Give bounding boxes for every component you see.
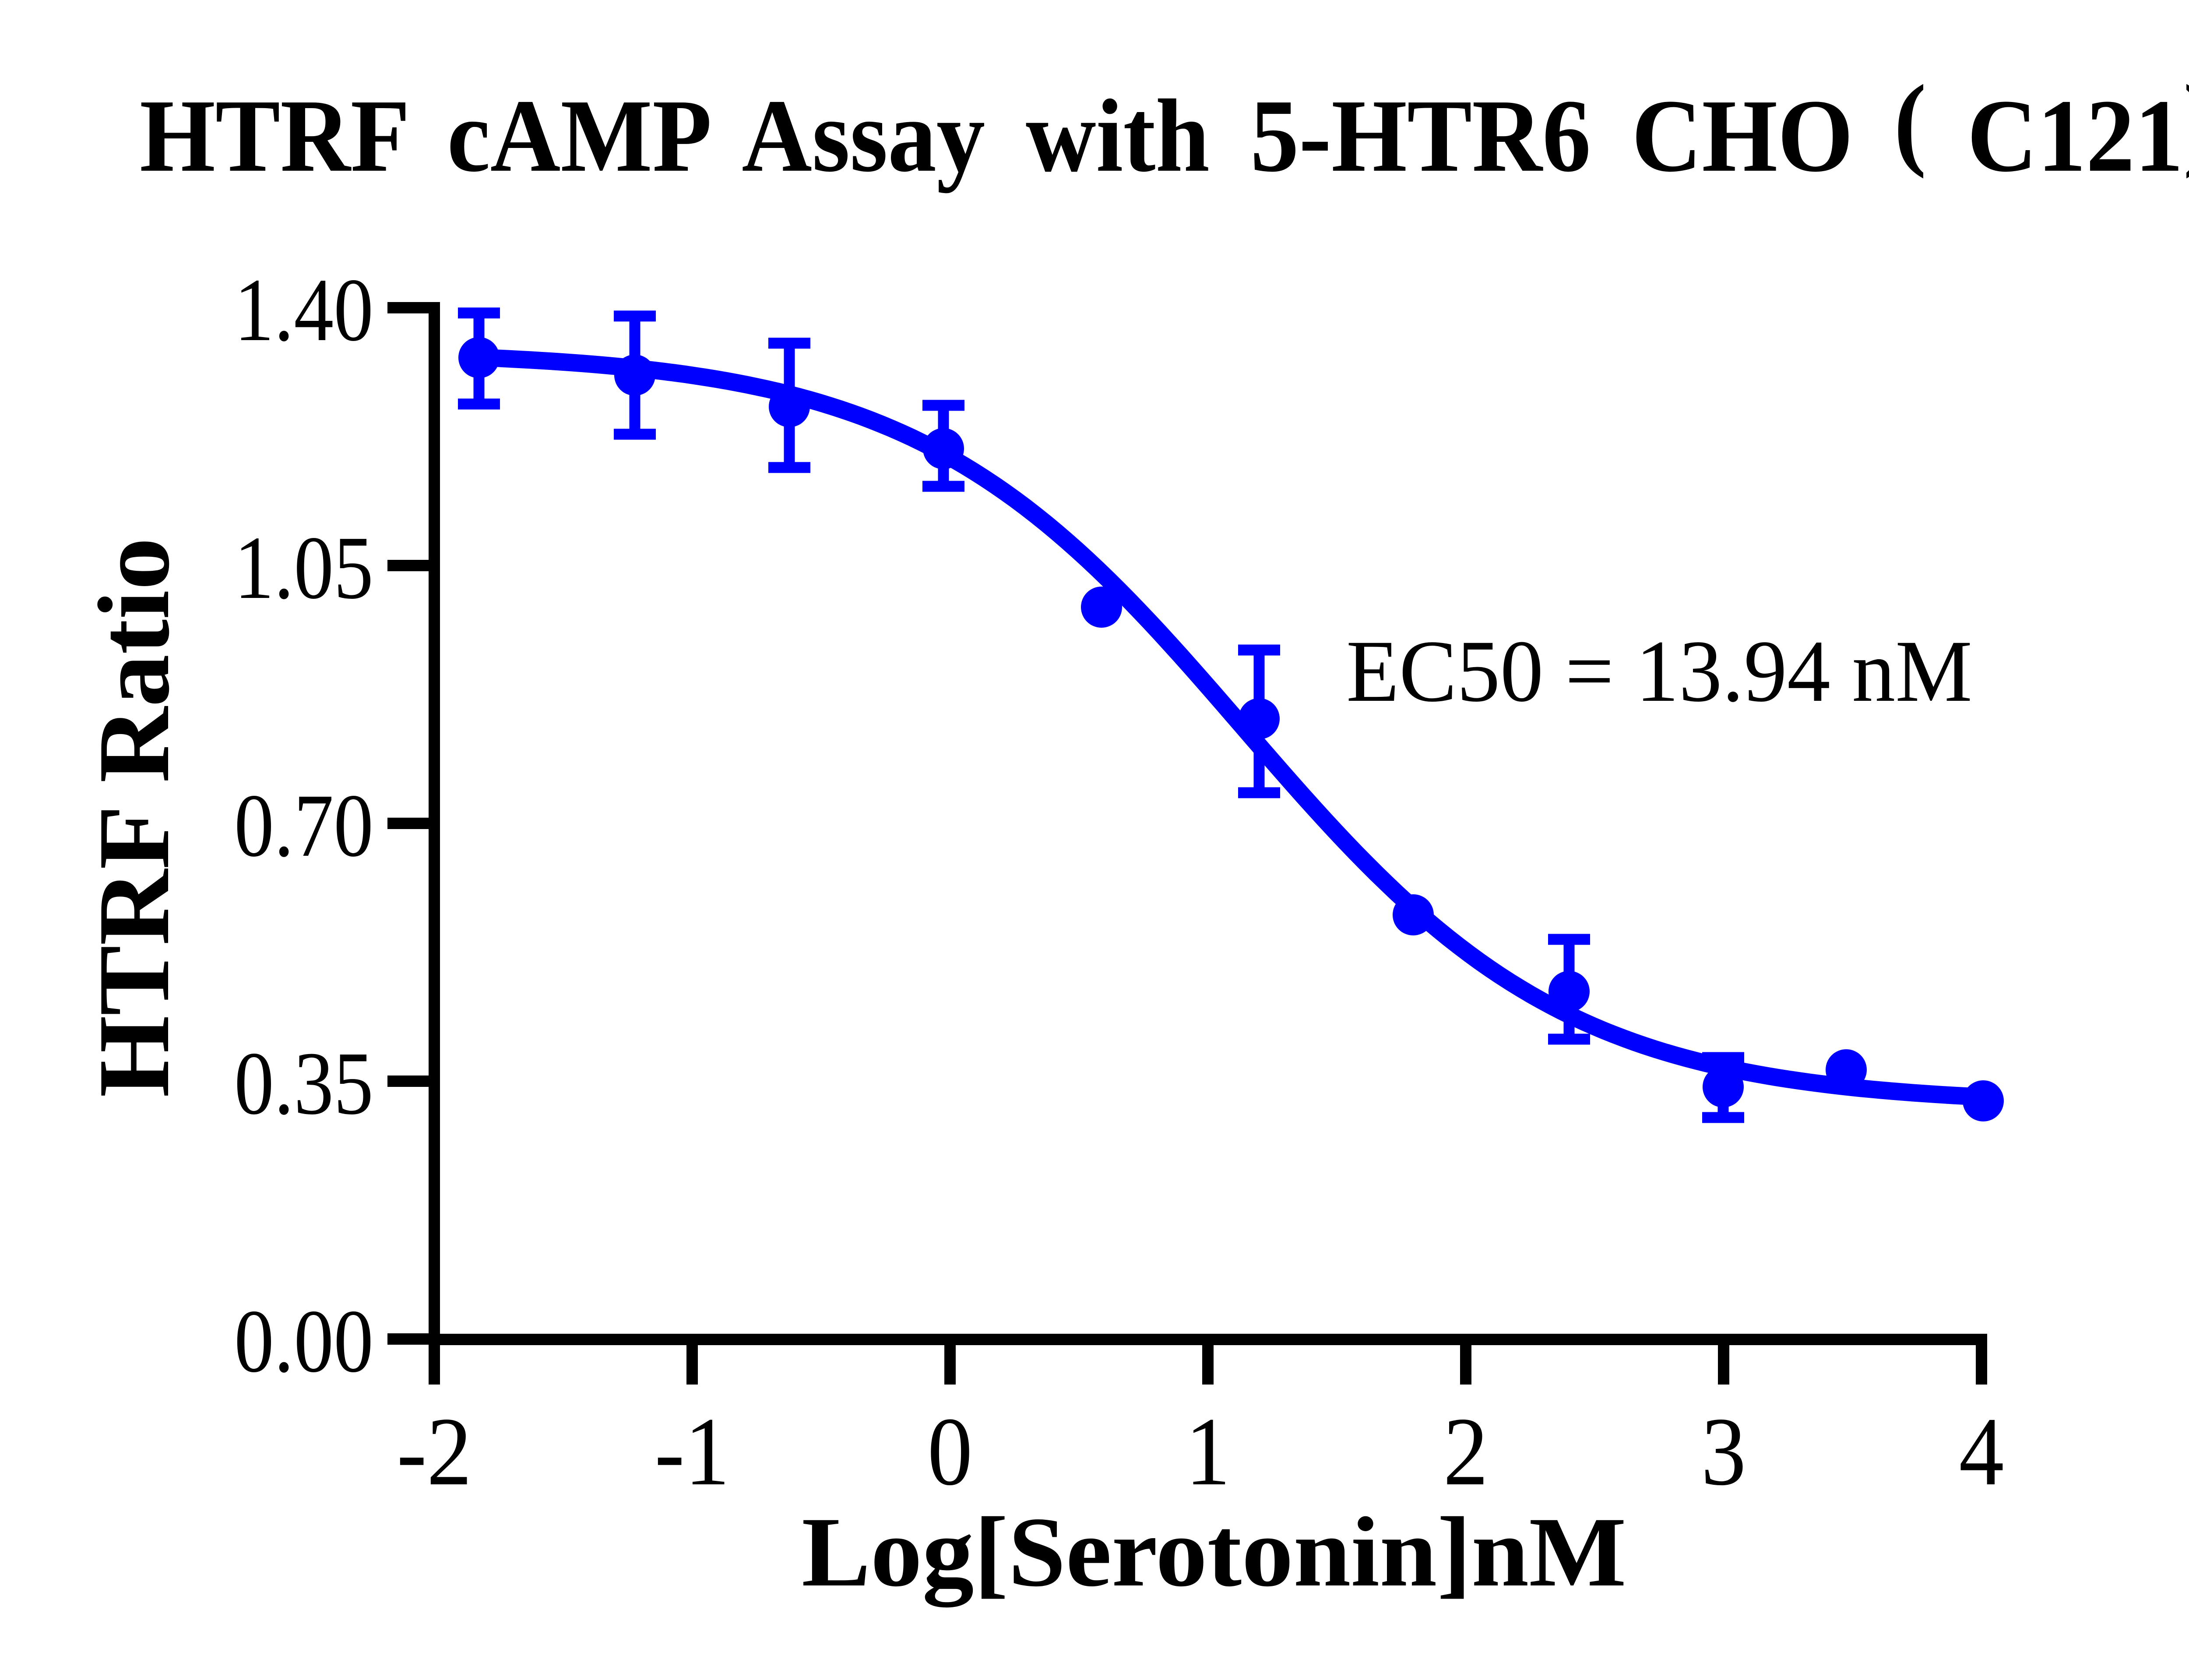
svg-text:1: 1 bbox=[1185, 1397, 1230, 1505]
svg-text:0.00: 0.00 bbox=[234, 1291, 373, 1391]
svg-text:HTRF Ratio: HTRF Ratio bbox=[77, 538, 190, 1097]
svg-text:2: 2 bbox=[1443, 1397, 1488, 1505]
svg-text:HTRF cAMP Assay with 5-HTR6 CH: HTRF cAMP Assay with 5-HTR6 CHO ( C121) bbox=[140, 64, 2189, 193]
svg-text:0.70: 0.70 bbox=[234, 775, 373, 875]
svg-text:1.05: 1.05 bbox=[234, 517, 373, 618]
svg-text:4: 4 bbox=[1959, 1397, 2004, 1505]
svg-text:0.35: 0.35 bbox=[234, 1033, 373, 1133]
svg-text:3: 3 bbox=[1701, 1397, 1746, 1505]
svg-text:-2: -2 bbox=[397, 1397, 472, 1505]
svg-text:Log[Serotonin]nM: Log[Serotonin]nM bbox=[802, 1497, 1626, 1608]
svg-text:-1: -1 bbox=[655, 1397, 730, 1505]
svg-text:1.40: 1.40 bbox=[234, 260, 373, 360]
svg-text:EC50 = 13.94 nM: EC50 = 13.94 nM bbox=[1346, 622, 1972, 720]
svg-text:0: 0 bbox=[927, 1397, 972, 1505]
